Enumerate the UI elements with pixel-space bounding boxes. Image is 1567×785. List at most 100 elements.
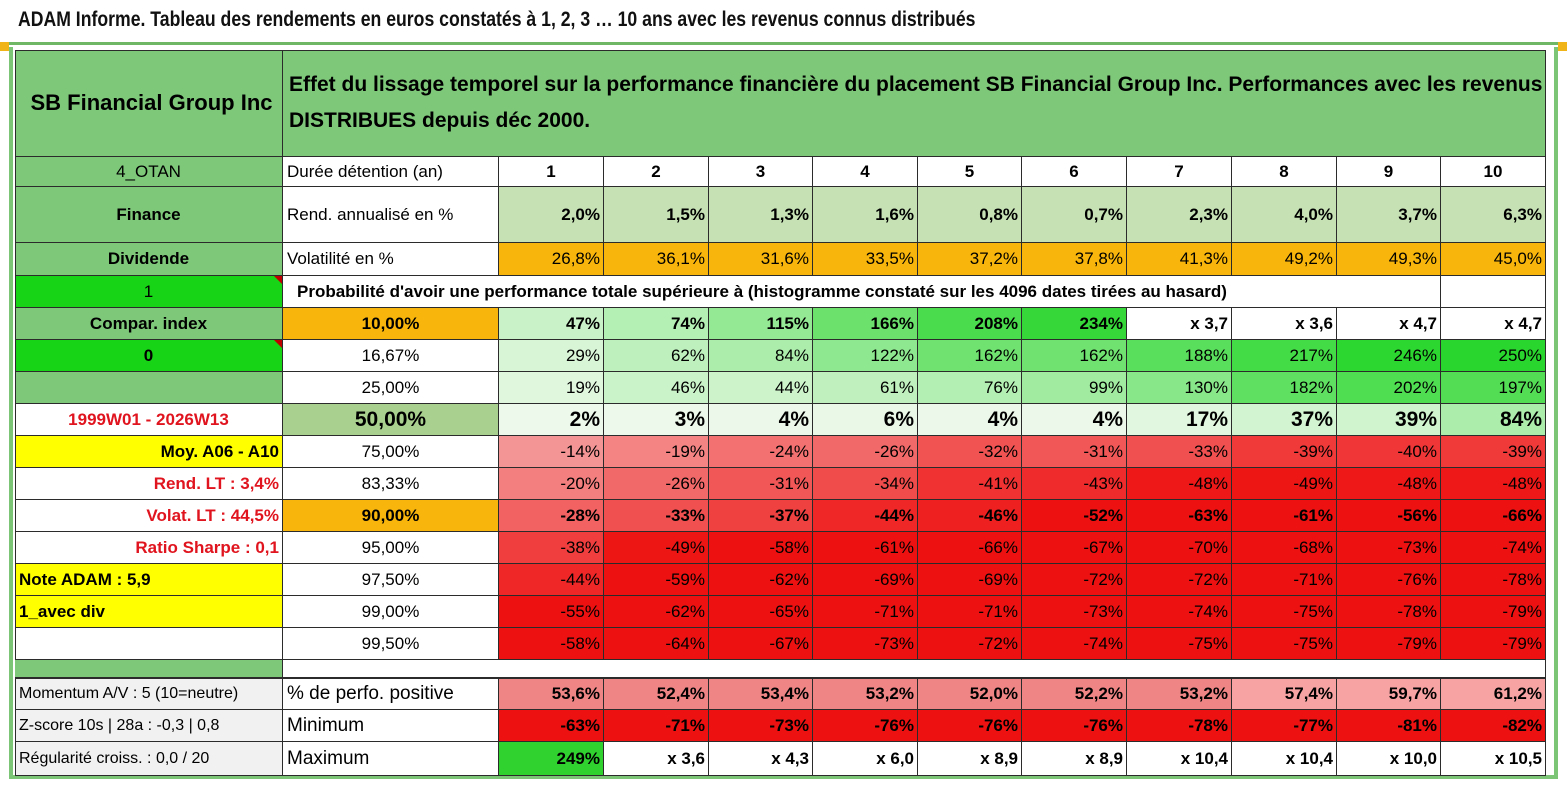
quantile-cell: -75% bbox=[1232, 596, 1337, 628]
quantile-cell: -33% bbox=[604, 500, 709, 532]
quantile-cell: 17% bbox=[1127, 404, 1232, 436]
quantile-cell: -20% bbox=[499, 468, 604, 500]
rend-lt-label: Rend. LT : 3,4% bbox=[15, 468, 283, 500]
quantile-cell: -48% bbox=[1441, 468, 1546, 500]
quantile-cell: -79% bbox=[1337, 628, 1441, 660]
volatility-cell: 36,1% bbox=[604, 243, 709, 276]
pct_pos-cell: 59,7% bbox=[1337, 678, 1441, 710]
quantile-cell: 6% bbox=[813, 404, 918, 436]
spacer-green bbox=[15, 660, 283, 678]
empty-cell bbox=[1441, 276, 1546, 308]
quantile-cell: -74% bbox=[1127, 596, 1232, 628]
volatility-label: Volatilité en % bbox=[283, 243, 499, 276]
year-header: 10 bbox=[1441, 157, 1546, 187]
minimum-cell: -78% bbox=[1127, 710, 1232, 742]
quantile-cell: -69% bbox=[813, 564, 918, 596]
volatility-cell: 37,8% bbox=[1022, 243, 1127, 276]
quantile-cell: -71% bbox=[813, 596, 918, 628]
quantile-cell: 46% bbox=[604, 372, 709, 404]
minimum-cell: -76% bbox=[1022, 710, 1127, 742]
maximum-cell: x 10,5 bbox=[1441, 742, 1546, 776]
quantile-cell: -72% bbox=[1127, 564, 1232, 596]
year-header: 1 bbox=[499, 157, 604, 187]
maximum-cell: x 10,0 bbox=[1337, 742, 1441, 776]
quantile-cell: 37% bbox=[1232, 404, 1337, 436]
quantile-cell: -64% bbox=[604, 628, 709, 660]
annual-return-cell: 2,0% bbox=[499, 187, 604, 243]
quantile-cell: 39% bbox=[1337, 404, 1441, 436]
quantile-cell: -31% bbox=[709, 468, 813, 500]
volatility-cell: 33,5% bbox=[813, 243, 918, 276]
minimum-label: Minimum bbox=[283, 710, 499, 742]
minimum-cell: -82% bbox=[1441, 710, 1546, 742]
volatility-cell: 41,3% bbox=[1127, 243, 1232, 276]
quantile-cell: -78% bbox=[1337, 596, 1441, 628]
minimum-cell: -81% bbox=[1337, 710, 1441, 742]
pct_pos-cell: 53,4% bbox=[709, 678, 813, 710]
maximum-cell: x 3,6 bbox=[604, 742, 709, 776]
quantile-cell: -76% bbox=[1337, 564, 1441, 596]
pct_pos-cell: 53,2% bbox=[1127, 678, 1232, 710]
annual-return-cell: 1,3% bbox=[709, 187, 813, 243]
quantile-label: 95,00% bbox=[283, 532, 499, 564]
quantile-cell: 3% bbox=[604, 404, 709, 436]
quantile-cell: -56% bbox=[1337, 500, 1441, 532]
regularite-label: Régularité croiss. : 0,0 / 20 bbox=[15, 742, 283, 776]
quantile-cell: -79% bbox=[1441, 628, 1546, 660]
quantile-cell: 188% bbox=[1127, 340, 1232, 372]
quantile-label: 99,50% bbox=[283, 628, 499, 660]
annual-return-label: Rend. annualisé en % bbox=[283, 187, 499, 243]
quantile-cell: -62% bbox=[709, 564, 813, 596]
quantile-cell: 44% bbox=[709, 372, 813, 404]
security-code: 4_OTAN bbox=[15, 157, 283, 187]
header-description: Effet du lissage temporel sur la perform… bbox=[283, 50, 1546, 157]
quantile-cell: 4% bbox=[709, 404, 813, 436]
volatility-cell: 45,0% bbox=[1441, 243, 1546, 276]
annual-return-cell: 3,7% bbox=[1337, 187, 1441, 243]
quantile-cell: -14% bbox=[499, 436, 604, 468]
volatility-cell: 37,2% bbox=[918, 243, 1022, 276]
pct_pos-cell: 53,6% bbox=[499, 678, 604, 710]
quantile-label: 25,00% bbox=[283, 372, 499, 404]
quantile-cell: 74% bbox=[604, 308, 709, 340]
annual-return-cell: 6,3% bbox=[1441, 187, 1546, 243]
quantile-cell: -49% bbox=[604, 532, 709, 564]
quantile-cell: 130% bbox=[1127, 372, 1232, 404]
quantile-cell: 76% bbox=[918, 372, 1022, 404]
minimum-cell: -76% bbox=[918, 710, 1022, 742]
maximum-cell: x 10,4 bbox=[1127, 742, 1232, 776]
quantile-cell: 208% bbox=[918, 308, 1022, 340]
quantile-cell: -75% bbox=[1127, 628, 1232, 660]
corner-marker-icon bbox=[0, 42, 9, 51]
quantile-cell: -43% bbox=[1022, 468, 1127, 500]
maximum-label: Maximum bbox=[283, 742, 499, 776]
avec-div-label: 1_avec div bbox=[15, 596, 283, 628]
annual-return-cell: 4,0% bbox=[1232, 187, 1337, 243]
minimum-cell: -63% bbox=[499, 710, 604, 742]
pct_pos-cell: 61,2% bbox=[1441, 678, 1546, 710]
quantile-cell: -73% bbox=[813, 628, 918, 660]
quantile-label: 10,00% bbox=[283, 308, 499, 340]
quantile-cell: -65% bbox=[709, 596, 813, 628]
quantile-label: 16,67% bbox=[283, 340, 499, 372]
maximum-cell: x 6,0 bbox=[813, 742, 918, 776]
quantile-cell: 4% bbox=[1022, 404, 1127, 436]
quantile-cell: 62% bbox=[604, 340, 709, 372]
quantile-cell: 217% bbox=[1232, 340, 1337, 372]
year-header: 9 bbox=[1337, 157, 1441, 187]
quantile-cell: 246% bbox=[1337, 340, 1441, 372]
quantile-cell: -37% bbox=[709, 500, 813, 532]
quantile-cell: -61% bbox=[813, 532, 918, 564]
year-header: 8 bbox=[1232, 157, 1337, 187]
quantile-cell: -32% bbox=[918, 436, 1022, 468]
quantile-cell: -38% bbox=[499, 532, 604, 564]
quantile-cell: -72% bbox=[918, 628, 1022, 660]
minimum-cell: -76% bbox=[813, 710, 918, 742]
quantile-cell: -55% bbox=[499, 596, 604, 628]
quantile-cell: 162% bbox=[1022, 340, 1127, 372]
volatility-cell: 26,8% bbox=[499, 243, 604, 276]
positive-perf-label: % de perfo. positive bbox=[283, 678, 499, 710]
quantile-cell: -68% bbox=[1232, 532, 1337, 564]
quantile-cell: 29% bbox=[499, 340, 604, 372]
quantile-cell: x 3,6 bbox=[1232, 308, 1337, 340]
